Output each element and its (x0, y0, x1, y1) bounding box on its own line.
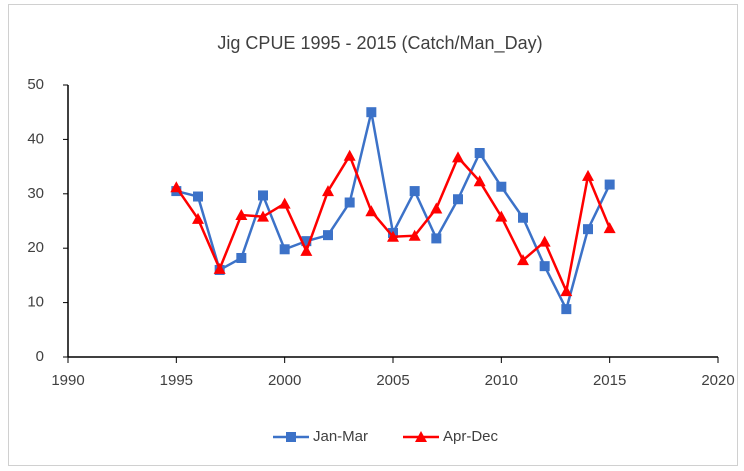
marker (582, 169, 594, 181)
marker (192, 212, 204, 224)
legend-label: Apr-Dec (443, 428, 499, 445)
marker (538, 235, 551, 247)
marker (453, 194, 463, 205)
marker (365, 205, 378, 217)
marker (560, 285, 573, 297)
y-tick-label: 10 (27, 294, 44, 311)
x-tick-label: 1995 (160, 372, 193, 389)
marker (604, 179, 615, 190)
chart-frame (8, 4, 738, 466)
chart-title: Jig CPUE 1995 - 2015 (Catch/Man_Day) (217, 33, 542, 54)
marker (323, 230, 333, 241)
marker (278, 197, 291, 209)
x-tick-label: 1990 (51, 372, 84, 389)
y-tick-label: 0 (36, 348, 44, 365)
marker (431, 233, 442, 244)
marker (258, 190, 268, 201)
marker (257, 210, 269, 222)
marker (387, 230, 399, 242)
marker (322, 185, 334, 197)
marker (235, 209, 248, 221)
y-tick-label: 30 (27, 185, 44, 202)
marker (279, 244, 290, 255)
marker (496, 181, 507, 192)
x-tick-label: 2000 (268, 372, 301, 389)
x-tick-label: 2020 (701, 372, 734, 389)
marker (539, 261, 550, 272)
marker (603, 222, 616, 234)
marker (452, 151, 464, 163)
y-tick-label: 40 (27, 130, 44, 147)
marker (415, 431, 427, 442)
y-tick-label: 50 (27, 76, 44, 93)
marker (170, 181, 183, 193)
marker (344, 197, 355, 208)
marker (518, 212, 528, 223)
marker (408, 229, 421, 241)
marker (366, 107, 377, 118)
marker (561, 304, 572, 315)
legend-label: Jan-Mar (313, 428, 368, 445)
marker (343, 149, 356, 161)
marker (286, 432, 296, 442)
marker (583, 224, 593, 235)
marker (300, 244, 313, 256)
marker (473, 175, 486, 187)
x-tick-label: 2010 (485, 372, 518, 389)
marker (474, 148, 485, 158)
y-tick-label: 20 (27, 239, 44, 256)
marker (301, 236, 312, 247)
x-tick-label: 2015 (593, 372, 626, 389)
marker (236, 252, 247, 263)
marker (193, 191, 203, 202)
marker (495, 210, 508, 222)
marker (213, 262, 226, 274)
marker (430, 202, 443, 214)
marker (517, 254, 529, 266)
x-tick-label: 2005 (376, 372, 409, 389)
marker (409, 186, 420, 197)
